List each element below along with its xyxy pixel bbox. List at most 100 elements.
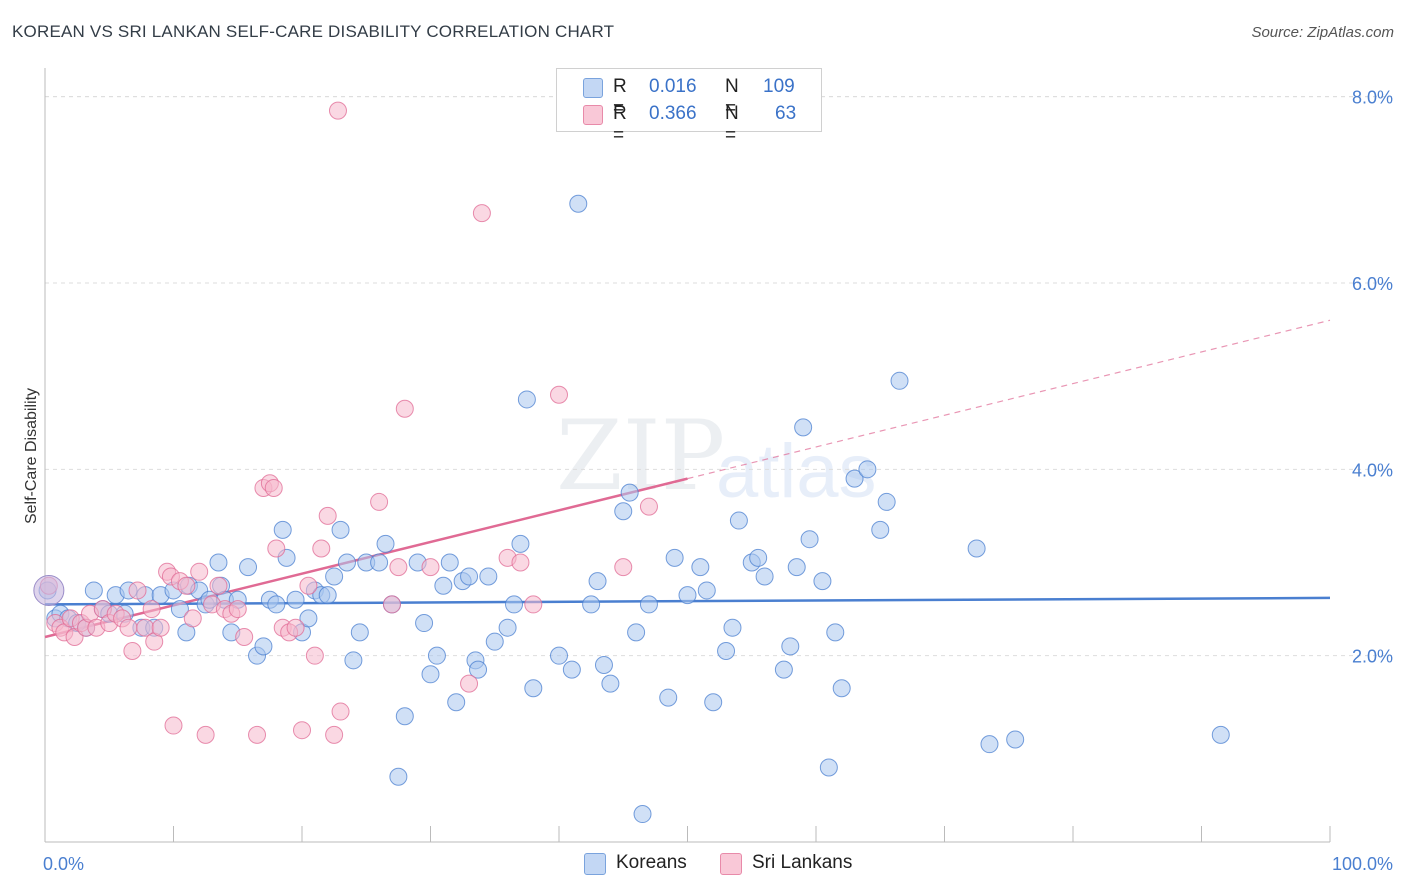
point-koreans bbox=[1211, 725, 1230, 744]
point-sri-lankans bbox=[264, 478, 283, 497]
point-koreans bbox=[845, 469, 864, 488]
point-sri-lankans bbox=[123, 642, 142, 660]
point-koreans bbox=[832, 679, 851, 698]
data-points bbox=[33, 101, 1230, 824]
point-koreans bbox=[267, 595, 286, 614]
point-koreans bbox=[697, 581, 716, 600]
point-koreans bbox=[980, 735, 999, 754]
point-koreans bbox=[447, 693, 466, 712]
point-sri-lankans bbox=[331, 702, 350, 721]
point-sri-lankans bbox=[177, 576, 196, 595]
point-koreans bbox=[665, 548, 684, 567]
point-koreans bbox=[498, 618, 517, 637]
point-koreans bbox=[678, 586, 697, 605]
legend-swatch-koreans bbox=[584, 853, 606, 875]
point-sri-lankans bbox=[312, 539, 331, 558]
legend-swatch-koreans bbox=[583, 78, 603, 98]
point-koreans bbox=[800, 530, 819, 549]
point-koreans bbox=[562, 660, 581, 679]
point-koreans bbox=[787, 558, 806, 577]
point-koreans bbox=[691, 558, 710, 577]
point-koreans bbox=[440, 553, 459, 572]
y-tick-label: 4.0% bbox=[1352, 460, 1393, 480]
point-koreans bbox=[370, 553, 389, 572]
x-tick-label: 0.0% bbox=[43, 854, 84, 874]
point-koreans bbox=[427, 646, 446, 665]
point-sri-lankans bbox=[209, 576, 228, 595]
point-koreans bbox=[639, 595, 658, 614]
point-koreans bbox=[755, 567, 774, 586]
point-sri-lankans bbox=[248, 725, 267, 744]
point-koreans bbox=[318, 586, 337, 605]
point-koreans bbox=[273, 520, 292, 539]
legend-r-value: 0.366 bbox=[649, 103, 697, 124]
point-sri-lankans bbox=[395, 399, 414, 418]
point-sri-lankans bbox=[370, 492, 389, 511]
point-sri-lankans bbox=[164, 716, 183, 735]
point-koreans bbox=[479, 567, 498, 586]
point-koreans bbox=[469, 660, 488, 679]
legend-n-label: N = bbox=[725, 103, 739, 146]
point-koreans bbox=[582, 595, 601, 614]
point-koreans bbox=[239, 558, 258, 577]
legend-swatch-sri-lankans bbox=[583, 105, 603, 125]
point-koreans bbox=[460, 567, 479, 586]
point-sri-lankans bbox=[267, 539, 286, 558]
point-koreans bbox=[890, 371, 909, 390]
legend-r-label: R = bbox=[613, 76, 627, 119]
point-koreans bbox=[569, 194, 588, 213]
point-sri-lankans bbox=[328, 101, 347, 120]
y-tick-label: 8.0% bbox=[1352, 88, 1393, 108]
point-koreans bbox=[286, 590, 305, 609]
point-koreans bbox=[717, 642, 736, 660]
point-koreans bbox=[505, 595, 524, 614]
point-sri-lankans bbox=[325, 725, 344, 744]
legend-r-value: 0.016 bbox=[649, 76, 697, 97]
point-koreans bbox=[337, 553, 356, 572]
point-sri-lankans bbox=[524, 595, 543, 614]
point-koreans bbox=[389, 767, 408, 786]
point-koreans bbox=[344, 651, 363, 670]
point-koreans bbox=[1006, 730, 1025, 749]
point-koreans bbox=[774, 660, 793, 679]
point-koreans bbox=[723, 618, 742, 637]
point-koreans bbox=[299, 609, 318, 628]
point-sri-lankans bbox=[460, 674, 479, 693]
point-sri-lankans bbox=[286, 618, 305, 637]
point-koreans bbox=[826, 623, 845, 642]
point-sri-lankans bbox=[299, 576, 318, 595]
point-koreans bbox=[376, 534, 395, 553]
point-koreans bbox=[331, 520, 350, 539]
point-koreans bbox=[704, 693, 723, 712]
point-overlap bbox=[33, 574, 65, 606]
point-sri-lankans bbox=[305, 646, 324, 665]
point-koreans bbox=[415, 614, 434, 633]
point-sri-lankans bbox=[235, 628, 254, 647]
point-sri-lankans bbox=[389, 558, 408, 577]
stats-legend: R = 0.016 N = 109 R = 0.366 N = 63 bbox=[556, 68, 822, 146]
point-koreans bbox=[729, 511, 748, 530]
point-sri-lankans bbox=[183, 609, 202, 628]
point-sri-lankans bbox=[421, 558, 440, 577]
point-koreans bbox=[170, 600, 189, 619]
point-koreans bbox=[84, 581, 103, 600]
y-tick-label: 2.0% bbox=[1352, 647, 1393, 667]
axes bbox=[44, 68, 1331, 843]
point-koreans bbox=[967, 539, 986, 558]
point-koreans bbox=[749, 548, 768, 567]
point-koreans bbox=[395, 707, 414, 726]
point-sri-lankans bbox=[293, 721, 311, 740]
point-koreans bbox=[659, 688, 678, 707]
point-koreans bbox=[550, 646, 568, 665]
point-sri-lankans bbox=[119, 618, 138, 637]
legend-n-label: N = bbox=[725, 76, 739, 119]
point-koreans bbox=[209, 553, 228, 572]
point-sri-lankans bbox=[128, 581, 147, 600]
point-sri-lankans bbox=[382, 595, 401, 614]
point-koreans bbox=[594, 655, 613, 674]
point-koreans bbox=[421, 665, 440, 684]
point-koreans bbox=[517, 390, 536, 409]
point-koreans bbox=[633, 805, 652, 824]
point-koreans bbox=[601, 674, 620, 693]
point-sri-lankans bbox=[614, 558, 633, 577]
